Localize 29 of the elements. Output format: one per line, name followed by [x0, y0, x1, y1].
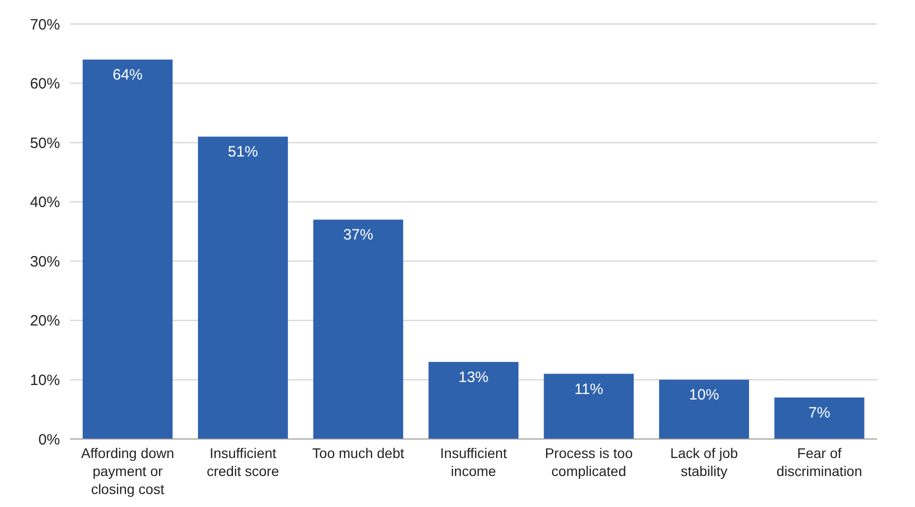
- y-tick-label: 60%: [30, 76, 60, 93]
- data-label: 51%: [228, 144, 258, 161]
- data-label: 10%: [689, 386, 720, 404]
- bar: [82, 60, 173, 439]
- bar: [774, 398, 864, 439]
- data-label: 13%: [458, 368, 489, 386]
- y-tick-label: 50%: [30, 134, 60, 152]
- data-label: 7%: [808, 404, 830, 422]
- x-tick-label: Insufficient income: [440, 445, 507, 479]
- data-label: 37%: [343, 226, 374, 244]
- data-label: 64%: [112, 66, 143, 84]
- y-tick-label: 70%: [30, 16, 60, 34]
- x-tick-label: Fear of discrimination: [776, 445, 862, 479]
- y-tick-label: 0%: [38, 431, 60, 448]
- bar: [428, 362, 518, 439]
- x-tick-label: Lack of job stability: [670, 445, 738, 479]
- bar: [313, 220, 404, 439]
- x-tick-label: Insufficient credit score: [206, 445, 280, 479]
- data-label: 11%: [574, 380, 604, 398]
- x-tick-label: Too much debt: [312, 445, 404, 461]
- bar: [198, 136, 288, 439]
- y-tick-label: 40%: [30, 194, 60, 212]
- bar: [659, 380, 750, 439]
- y-tick-label: 10%: [30, 372, 60, 389]
- y-tick-label: 20%: [30, 312, 60, 330]
- y-tick-label: 30%: [30, 253, 60, 270]
- x-tick-label: Affording down payment or closing cost: [81, 445, 174, 497]
- bar: [544, 374, 634, 439]
- x-tick-label: Process is too complicated: [544, 445, 633, 479]
